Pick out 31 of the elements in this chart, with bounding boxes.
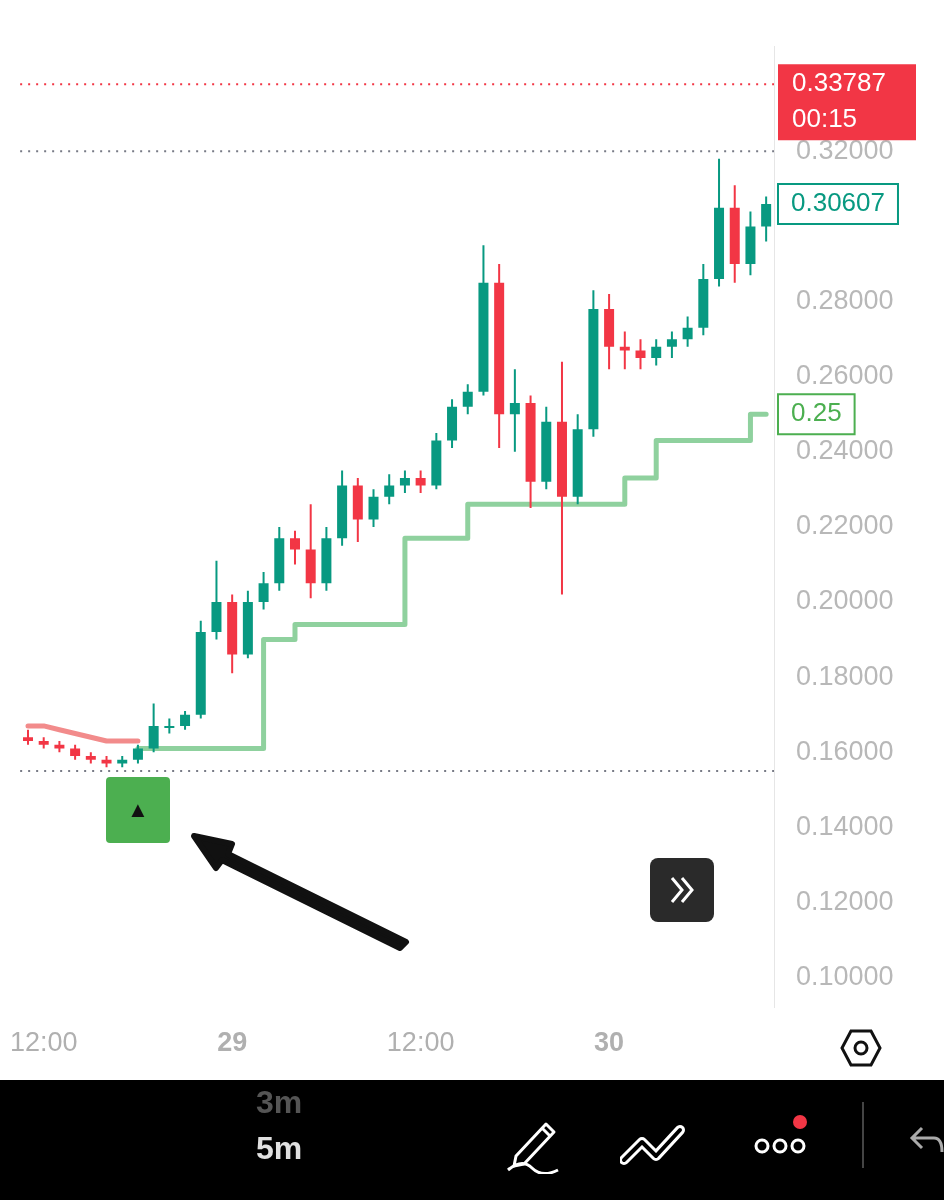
x-tick-label: 12:00 [9,1027,78,1058]
candlestick [38,737,49,749]
candlestick [415,470,426,494]
candlestick [635,339,646,370]
y-tick-label: 0.24000 [796,435,894,466]
y-tick-label: 0.22000 [796,510,894,541]
ref-line-label: 0.33787 00:15 [792,67,886,134]
candlestick [509,369,520,452]
text: 3m [256,1084,303,1121]
x-tick-label: 30 [594,1027,625,1058]
candlestick [666,331,677,358]
y-tick-label: 0.28000 [796,285,894,316]
candlestick [399,470,410,494]
text: 0.30607 [791,187,885,218]
y-tick-label: 0.16000 [796,735,894,766]
y-tick-label: 0.32000 [796,134,894,165]
candlestick [85,752,96,764]
y-tick-label: 0.26000 [796,360,894,391]
y-tick-label: 0.18000 [796,660,894,691]
candlestick [164,718,175,734]
x-tick-label: 12:00 [386,1027,455,1058]
y-tick-label: 0.14000 [796,810,894,841]
y-tick-label: 0.12000 [796,885,894,916]
text: 0.25 [791,397,842,428]
candlestick [70,744,81,760]
y-tick-label: 0.20000 [796,585,894,616]
candlestick [23,729,33,745]
x-tick-label: 29 [217,1027,248,1058]
up-badge: ▲ [105,777,170,844]
text: 5m [256,1130,303,1167]
y-tick-label: 0.10000 [796,961,894,992]
